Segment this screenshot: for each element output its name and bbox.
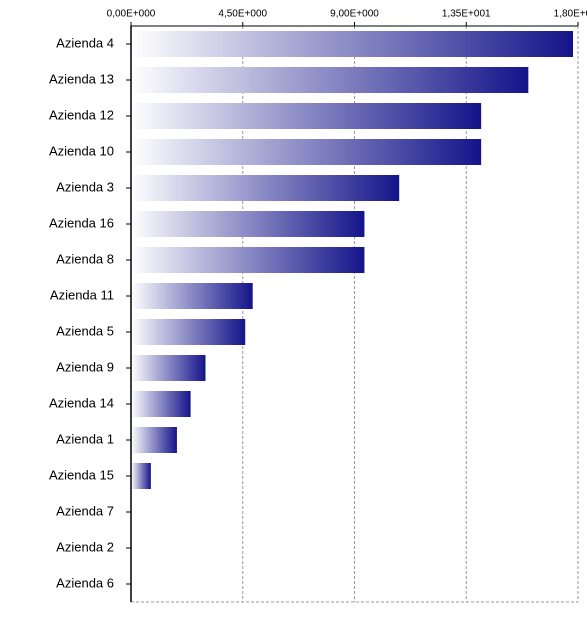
y-tick-label: Azienda 14 [49, 395, 114, 410]
bar [131, 283, 253, 309]
x-tick-label: 4,50E+000 [218, 9, 267, 20]
bar [131, 67, 529, 93]
y-tick-label: Azienda 4 [56, 35, 114, 50]
bar [131, 103, 482, 129]
y-tick-label: Azienda 7 [56, 503, 114, 518]
x-tick-label: 9,00E+000 [330, 9, 379, 20]
y-tick-label: Azienda 5 [56, 323, 114, 338]
y-tick-label: Azienda 10 [49, 143, 114, 158]
bar [131, 175, 400, 201]
x-tick-label: 1,35E+001 [442, 9, 491, 20]
y-tick-label: Azienda 15 [49, 467, 114, 482]
y-tick-label: Azienda 9 [56, 359, 114, 374]
y-tick-label: Azienda 6 [56, 575, 114, 590]
bar [131, 139, 482, 165]
bar [131, 463, 151, 489]
bar [131, 391, 191, 417]
bar [131, 319, 246, 345]
y-tick-label: Azienda 2 [56, 539, 114, 554]
x-tick-label: 0,00E+000 [107, 9, 156, 20]
y-tick-label: Azienda 13 [49, 71, 114, 86]
y-tick-label: Azienda 8 [56, 251, 114, 266]
bar [131, 211, 365, 237]
y-tick-label: Azienda 1 [56, 431, 114, 446]
bar [131, 355, 206, 381]
y-tick-label: Azienda 3 [56, 179, 114, 194]
x-tick-label: 1,80E+001 [554, 9, 587, 20]
bar [131, 247, 365, 273]
y-tick-label: Azienda 12 [49, 107, 114, 122]
bar [131, 427, 177, 453]
y-tick-label: Azienda 11 [50, 287, 114, 302]
bar [131, 31, 574, 57]
y-tick-label: Azienda 16 [49, 215, 114, 230]
